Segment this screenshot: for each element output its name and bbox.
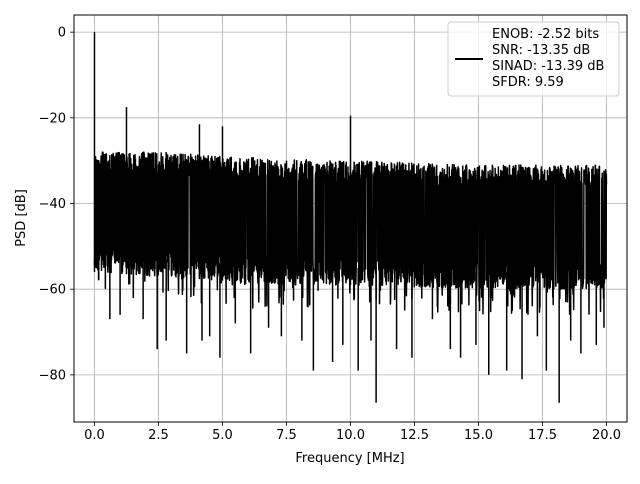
y-tick-label: −40 xyxy=(39,197,66,212)
legend-line: ENOB: -2.52 bits xyxy=(492,27,599,42)
x-tick-label: 17.5 xyxy=(528,428,557,443)
legend-entry: ENOB: -2.52 bits SNR: -13.35 dB SINAD: -13… xyxy=(492,27,604,90)
x-axis-ticks: 0.0 2.5 5.0 7.5 10.0 12.5 15.0 17.5 20.0 xyxy=(84,422,621,443)
x-tick-label: 5.0 xyxy=(212,428,233,443)
y-tick-label: −80 xyxy=(39,368,66,383)
legend-line: SFDR: 9.59 xyxy=(492,75,564,90)
x-tick-label: 20.0 xyxy=(592,428,621,443)
y-axis-ticks: 0 −20 −40 −60 −80 xyxy=(39,26,74,383)
psd-trace xyxy=(93,32,608,403)
y-axis-label: PSD [dB] xyxy=(14,189,29,247)
x-tick-label: 15.0 xyxy=(464,428,493,443)
y-tick-label: 0 xyxy=(58,26,66,41)
legend-line: SNR: -13.35 dB xyxy=(492,43,590,58)
legend: ENOB: -2.52 bits SNR: -13.35 dB SINAD: -13… xyxy=(447,21,620,97)
x-tick-label: 2.5 xyxy=(148,428,169,443)
x-tick-label: 0.0 xyxy=(84,428,105,443)
legend-line: SINAD: -13.39 dB xyxy=(492,59,604,74)
x-tick-label: 12.5 xyxy=(400,428,429,443)
plot-area xyxy=(93,32,608,403)
legend-box xyxy=(447,21,620,97)
y-tick-label: −60 xyxy=(39,283,66,298)
x-axis-label: Frequency [MHz] xyxy=(295,451,404,466)
x-tick-label: 10.0 xyxy=(336,428,365,443)
x-tick-label: 7.5 xyxy=(276,428,297,443)
y-tick-label: −20 xyxy=(39,111,66,126)
